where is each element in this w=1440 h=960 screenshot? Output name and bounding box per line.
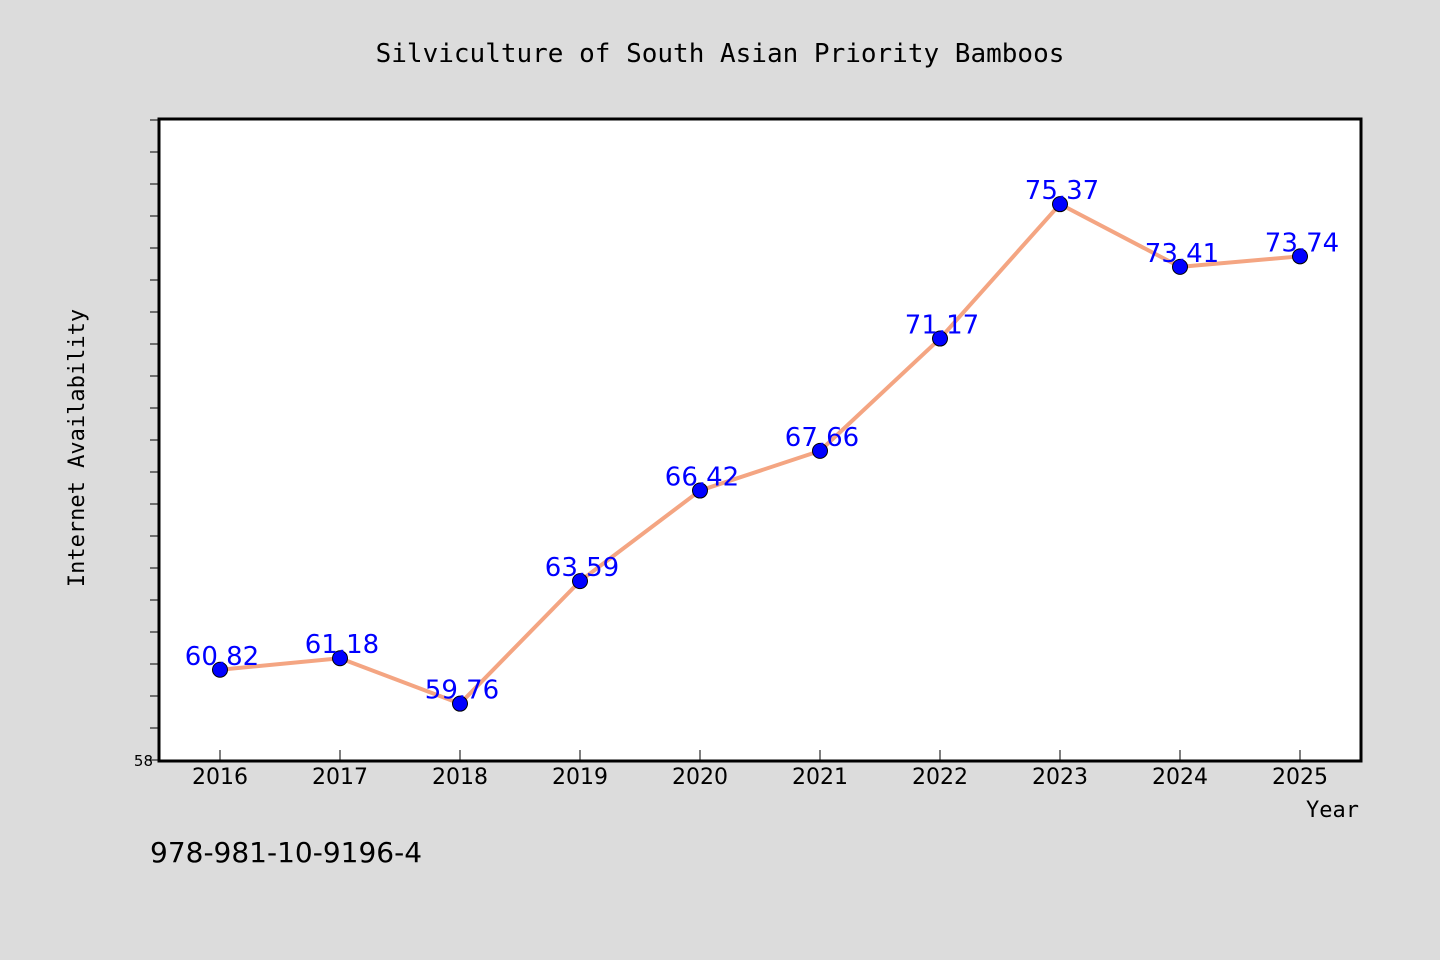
data-label: 71.17	[905, 311, 979, 341]
x-tick-label: 2019	[552, 765, 608, 790]
data-point	[452, 695, 468, 712]
x-tick-label: 2022	[912, 765, 968, 790]
data-point	[332, 650, 348, 667]
data-point	[692, 482, 708, 499]
data-point	[1292, 248, 1308, 265]
data-point	[572, 573, 588, 590]
isbn-text: 978-981-10-9196-4	[150, 836, 422, 869]
data-labels: 60.82 61.18 59.76 63.59 66.42 67.66 71.17 75.37…	[185, 176, 1339, 706]
x-tick-label: 2016	[192, 765, 248, 790]
data-label: 61.18	[305, 630, 379, 660]
data-point	[212, 661, 228, 678]
plot-area	[157, 117, 1363, 763]
data-label: 63.59	[545, 553, 619, 583]
data-point	[1052, 196, 1068, 213]
data-label: 60.82	[185, 642, 259, 672]
y-axis-label: Internet Availability	[65, 309, 90, 587]
data-label: 66.42	[665, 463, 739, 493]
data-label: 73.74	[1265, 228, 1339, 258]
data-label: 67.66	[785, 423, 859, 453]
data-point	[812, 442, 828, 459]
data-label: 73.41	[1145, 239, 1219, 269]
y-tick-label: 58	[134, 752, 153, 770]
series-line	[218, 202, 1302, 706]
x-tick-label: 2018	[432, 765, 488, 790]
y-axis-ticks	[150, 119, 160, 761]
data-label: 75.37	[1025, 176, 1099, 206]
data-label: 59.76	[425, 676, 499, 706]
series-line-group	[218, 202, 1302, 706]
chart-title: Silviculture of South Asian Priority Bam…	[376, 39, 1065, 69]
x-axis-ticks: 2016 2017 2018 2019 2020 2021 2022 2023 2024 2025	[192, 750, 1328, 790]
x-tick-label: 2020	[672, 765, 728, 790]
data-point	[1172, 258, 1188, 275]
series-markers	[212, 196, 1308, 712]
x-tick-label: 2021	[792, 765, 848, 790]
data-point	[932, 330, 948, 347]
x-axis-label: Year	[1306, 798, 1359, 823]
x-tick-label: 2017	[312, 765, 368, 790]
x-tick-label: 2024	[1152, 765, 1208, 790]
x-tick-label: 2023	[1032, 765, 1088, 790]
x-tick-label: 2025	[1272, 765, 1328, 790]
